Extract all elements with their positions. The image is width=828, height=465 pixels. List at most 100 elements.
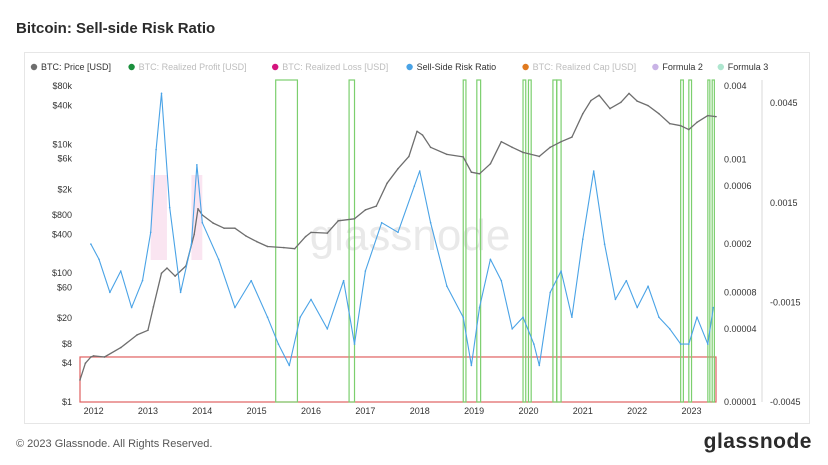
green-signal-window	[556, 79, 562, 403]
risk-ratio-point	[168, 206, 171, 209]
green-signal-window	[476, 79, 482, 403]
price-tick-label: $8	[62, 339, 72, 349]
legend-item-label[interactable]: Formula 2	[662, 62, 703, 72]
legend-swatch	[652, 63, 659, 71]
legend-item-label[interactable]: Sell-Side Risk Ratio	[417, 62, 497, 72]
legend-swatch	[272, 63, 279, 71]
ratio-tick-label: 0.004	[724, 81, 747, 91]
price-point	[511, 146, 513, 149]
risk-ratio-point	[582, 238, 584, 240]
risk-ratio-point	[560, 270, 562, 272]
x-tick-label: 2016	[301, 406, 321, 416]
risk-ratio-point	[511, 328, 513, 330]
risk-ratio-point	[688, 343, 690, 345]
legend-item-label[interactable]: BTC: Realized Loss [USD]	[282, 62, 388, 72]
green-signal-window	[275, 79, 299, 403]
risk-ratio-point	[326, 328, 329, 330]
price-tick-label: $400	[52, 229, 72, 239]
price-point	[429, 146, 432, 149]
risk-ratio-point	[489, 258, 492, 261]
price-point	[707, 114, 709, 117]
legend-item-label[interactable]: Formula 3	[728, 62, 769, 72]
price-point	[598, 94, 600, 97]
risk-ratio-point	[353, 343, 356, 345]
risk-ratio-point	[614, 298, 617, 301]
risk-ratio-point	[538, 364, 541, 367]
price-point	[397, 167, 399, 170]
price-point	[647, 104, 649, 107]
price-point	[152, 306, 155, 308]
price-point	[103, 356, 106, 358]
price-tick-label: $20	[57, 313, 72, 323]
legend-swatch	[30, 63, 38, 71]
risk-ratio-point	[201, 221, 204, 224]
price-point	[500, 140, 503, 143]
risk-ratio-point	[446, 285, 448, 287]
price-point	[549, 146, 552, 149]
price-point	[212, 222, 214, 224]
risk-ratio-point	[712, 306, 715, 309]
legend-swatch	[128, 63, 135, 71]
brand-logo: glassnode	[703, 430, 812, 453]
price-point	[620, 101, 622, 104]
risk-ratio-point	[668, 328, 671, 330]
price-point	[337, 220, 340, 222]
price-tick-label: $6k	[57, 154, 72, 164]
risk-ratio-point	[149, 231, 152, 234]
risk-ratio-point	[592, 170, 595, 172]
price-point	[421, 134, 424, 136]
risk-ratio-point	[429, 221, 432, 224]
price-point	[375, 205, 378, 207]
risk-ratio-point	[413, 185, 416, 187]
risk-ratio-point	[364, 270, 367, 272]
ratio-tick-label: 0.0006	[724, 181, 752, 191]
risk-ratio-point	[98, 258, 100, 261]
formula-tick-label: 0.0045	[770, 98, 798, 108]
risk-ratio-point	[397, 231, 399, 234]
x-tick-label: 2017	[355, 406, 375, 416]
price-tick-label: $80k	[52, 81, 72, 91]
risk-ratio-point	[462, 316, 465, 318]
risk-ratio-point	[679, 343, 682, 345]
green-signal-window	[680, 79, 684, 403]
legend-swatch	[522, 63, 529, 71]
price-point	[136, 334, 138, 336]
price-point	[715, 115, 717, 118]
legend-item-label[interactable]: BTC: Price [USD]	[41, 62, 111, 72]
x-tick-label: 2021	[573, 406, 593, 416]
price-point	[147, 329, 149, 332]
legend-swatch	[406, 63, 413, 71]
risk-ratio-point	[196, 164, 198, 166]
price-point	[408, 155, 410, 158]
risk-ratio-point	[533, 343, 535, 345]
formula-tick-label: -0.0015	[770, 297, 801, 307]
risk-ratio-point	[418, 170, 421, 172]
risk-ratio-point	[380, 221, 383, 224]
legend-item-label[interactable]: BTC: Realized Profit [USD]	[139, 62, 247, 72]
price-point	[386, 182, 388, 184]
risk-ratio-point	[310, 298, 312, 301]
price-tick-label: $4	[62, 358, 72, 368]
x-tick-label: 2012	[84, 406, 104, 416]
page-title: Bitcoin: Sell-side Risk Ratio	[16, 20, 216, 37]
formula-tick-label: 0.0015	[770, 198, 798, 208]
price-point	[446, 153, 448, 156]
risk-ratio-point	[160, 92, 163, 95]
price-point	[462, 156, 465, 158]
price-point	[353, 217, 356, 220]
price-point	[193, 233, 195, 236]
red-threshold-band	[79, 356, 717, 403]
x-tick-label: 2018	[410, 406, 430, 416]
price-point	[293, 247, 296, 250]
price-point	[197, 208, 199, 210]
risk-ratio-point	[500, 279, 503, 282]
risk-ratio-point	[299, 316, 301, 318]
risk-ratio-point	[571, 316, 573, 318]
price-point	[609, 107, 611, 110]
risk-ratio-point	[696, 316, 698, 318]
legend-item-label[interactable]: BTC: Realized Cap [USD]	[533, 62, 637, 72]
price-point	[489, 162, 492, 165]
price-tick-label: $100	[52, 268, 72, 278]
ratio-tick-label: 0.00008	[724, 287, 757, 297]
price-point	[244, 235, 247, 237]
